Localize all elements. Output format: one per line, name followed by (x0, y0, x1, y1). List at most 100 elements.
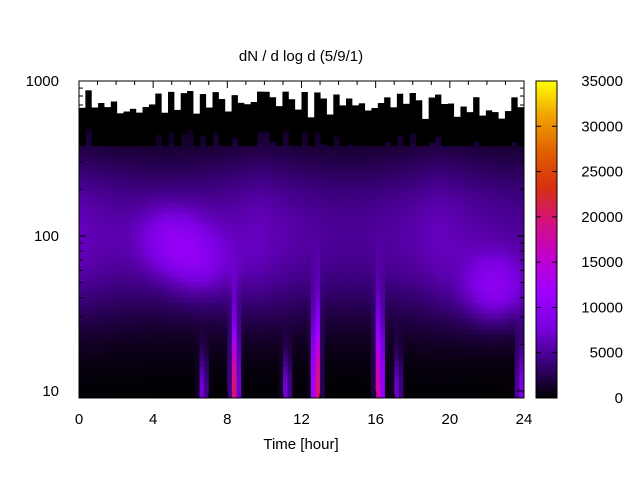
heatmap-cell (120, 302, 126, 309)
heatmap-cell (97, 191, 103, 198)
heatmap-cell (310, 366, 316, 373)
heatmap-cell (361, 213, 367, 219)
heatmap-cell (347, 170, 353, 177)
heatmap-cell (435, 350, 442, 357)
heatmap-cell (227, 334, 233, 341)
heatmap-cell (357, 265, 363, 272)
heatmap-cell (282, 250, 289, 256)
heatmap-cell (148, 297, 154, 304)
heatmap-cell (403, 281, 409, 288)
heatmap-cell (454, 223, 460, 230)
heatmap-cell (204, 350, 210, 357)
heatmap-cell (366, 276, 372, 283)
heatmap-cell (306, 186, 312, 193)
heatmap-cell (111, 361, 117, 367)
heatmap-cell (408, 186, 414, 193)
heatmap-cell (315, 318, 321, 325)
heatmap-cell (111, 382, 117, 388)
heatmap-cell (306, 228, 312, 235)
heatmap-cell (371, 329, 377, 336)
heatmap-cell (301, 202, 307, 209)
heatmap-cell (273, 160, 279, 167)
heatmap-cell (185, 345, 191, 351)
heatmap-cell (259, 149, 265, 156)
heatmap-cell (394, 318, 400, 325)
heatmap-cell (278, 387, 284, 394)
heatmap-cell (357, 255, 363, 262)
heatmap-cell (310, 202, 316, 209)
heatmap-cell (389, 302, 395, 309)
heatmap-cell (125, 202, 131, 209)
heatmap-cell (371, 223, 377, 230)
heatmap-cell (222, 276, 228, 283)
heatmap-cell (139, 213, 145, 219)
heatmap-cell (208, 366, 214, 373)
heatmap-cell (412, 165, 418, 172)
heatmap-cell (199, 350, 205, 357)
heatmap-cell (454, 234, 460, 240)
heatmap-cell (269, 154, 275, 161)
heatmap-cell (134, 186, 140, 193)
heatmap-cell (241, 244, 247, 251)
heatmap-cell (454, 239, 460, 246)
heatmap-cell (282, 376, 289, 383)
heatmap-cell (176, 154, 182, 161)
heatmap-cell (143, 371, 150, 378)
heatmap-cell (338, 144, 344, 151)
heatmap-cell (329, 318, 335, 325)
heatmap-cell (380, 202, 386, 209)
heatmap-cell (296, 154, 302, 161)
heatmap-cell (426, 165, 432, 172)
heatmap-cell (241, 144, 247, 151)
heatmap-cell (287, 324, 293, 330)
heatmap-cell (106, 165, 112, 172)
heatmap-cell (106, 382, 112, 388)
heatmap-cell (403, 191, 409, 198)
heatmap-cell (431, 339, 437, 346)
heatmap-cell (245, 223, 252, 230)
heatmap-cell (269, 139, 275, 145)
heatmap-cell (408, 250, 414, 256)
heatmap-cell (422, 181, 428, 188)
heatmap-cell (445, 318, 451, 325)
heatmap-cell (102, 392, 108, 399)
heatmap-cell (102, 228, 108, 235)
heatmap-cell (199, 276, 205, 283)
heatmap-cell (255, 366, 261, 373)
heatmap-cell (245, 202, 252, 209)
heatmap-cell (384, 361, 391, 367)
heatmap-cell (361, 186, 367, 193)
heatmap-cell (213, 160, 219, 167)
heatmap-cell (361, 329, 367, 336)
heatmap-cell (190, 339, 196, 346)
heatmap-cell (440, 313, 446, 320)
heatmap-cell (408, 355, 414, 362)
heatmap-cell (259, 165, 265, 172)
heatmap-cell (227, 197, 233, 204)
heatmap-cell (422, 376, 428, 383)
heatmap-cell (301, 297, 307, 304)
heatmap-cell (157, 355, 163, 362)
heatmap-cell (153, 339, 159, 346)
heatmap-cell (180, 387, 187, 394)
heatmap-cell (269, 366, 275, 373)
heatmap-cell (347, 313, 353, 320)
heatmap-cell (315, 329, 321, 336)
heatmap-cell (134, 160, 140, 167)
heatmap-cell (92, 244, 99, 251)
heatmap-cell (394, 387, 400, 394)
heatmap-cell (241, 149, 247, 156)
heatmap-cell (180, 255, 187, 262)
heatmap-cell (449, 265, 455, 272)
heatmap-cell (204, 255, 210, 262)
heatmap-cell (106, 197, 112, 204)
heatmap-cell (463, 334, 469, 341)
heatmap-cell (449, 197, 455, 204)
heatmap-cell (157, 133, 163, 140)
heatmap-cell (459, 202, 465, 209)
heatmap-cell (83, 244, 89, 251)
heatmap-cell (218, 197, 224, 204)
heatmap-cell (278, 154, 284, 161)
heatmap-cell (250, 144, 256, 151)
heatmap-cell (190, 334, 196, 341)
